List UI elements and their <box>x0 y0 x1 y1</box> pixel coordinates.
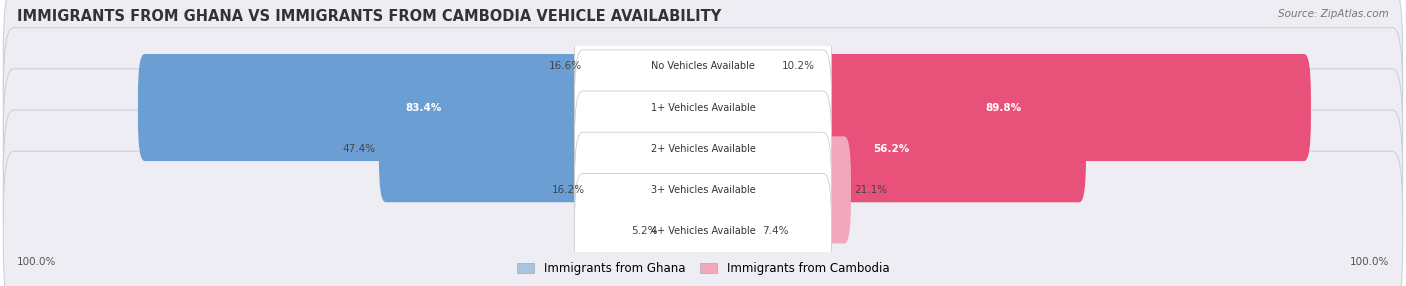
FancyBboxPatch shape <box>575 173 831 286</box>
FancyBboxPatch shape <box>575 91 831 206</box>
Text: 21.1%: 21.1% <box>855 185 887 195</box>
FancyBboxPatch shape <box>575 9 831 124</box>
Text: No Vehicles Available: No Vehicles Available <box>651 61 755 71</box>
Text: 10.2%: 10.2% <box>782 61 814 71</box>
Text: 5.2%: 5.2% <box>631 226 658 236</box>
Text: IMMIGRANTS FROM GHANA VS IMMIGRANTS FROM CAMBODIA VEHICLE AVAILABILITY: IMMIGRANTS FROM GHANA VS IMMIGRANTS FROM… <box>17 9 721 23</box>
Text: 3+ Vehicles Available: 3+ Vehicles Available <box>651 185 755 195</box>
FancyBboxPatch shape <box>661 178 710 285</box>
FancyBboxPatch shape <box>696 95 1085 202</box>
FancyBboxPatch shape <box>696 54 1310 161</box>
Text: 47.4%: 47.4% <box>343 144 375 154</box>
Text: 89.8%: 89.8% <box>986 103 1022 112</box>
Text: 2+ Vehicles Available: 2+ Vehicles Available <box>651 144 755 154</box>
Text: Source: ZipAtlas.com: Source: ZipAtlas.com <box>1278 9 1389 19</box>
FancyBboxPatch shape <box>138 54 710 161</box>
FancyBboxPatch shape <box>3 28 1403 187</box>
Text: 83.4%: 83.4% <box>405 103 441 112</box>
FancyBboxPatch shape <box>696 178 759 285</box>
FancyBboxPatch shape <box>588 136 710 243</box>
FancyBboxPatch shape <box>3 151 1403 286</box>
Text: 100.0%: 100.0% <box>1350 257 1389 267</box>
FancyBboxPatch shape <box>575 132 831 248</box>
Text: 100.0%: 100.0% <box>17 257 56 267</box>
Text: 56.2%: 56.2% <box>873 144 910 154</box>
Text: 4+ Vehicles Available: 4+ Vehicles Available <box>651 226 755 236</box>
FancyBboxPatch shape <box>575 50 831 165</box>
Legend: Immigrants from Ghana, Immigrants from Cambodia: Immigrants from Ghana, Immigrants from C… <box>512 258 894 280</box>
FancyBboxPatch shape <box>3 0 1403 146</box>
FancyBboxPatch shape <box>3 69 1403 229</box>
Text: 1+ Vehicles Available: 1+ Vehicles Available <box>651 103 755 112</box>
FancyBboxPatch shape <box>3 110 1403 270</box>
FancyBboxPatch shape <box>696 136 851 243</box>
Text: 16.2%: 16.2% <box>551 185 585 195</box>
FancyBboxPatch shape <box>585 13 710 120</box>
FancyBboxPatch shape <box>380 95 710 202</box>
Text: 16.6%: 16.6% <box>548 61 582 71</box>
Text: 7.4%: 7.4% <box>762 226 789 236</box>
FancyBboxPatch shape <box>696 13 778 120</box>
